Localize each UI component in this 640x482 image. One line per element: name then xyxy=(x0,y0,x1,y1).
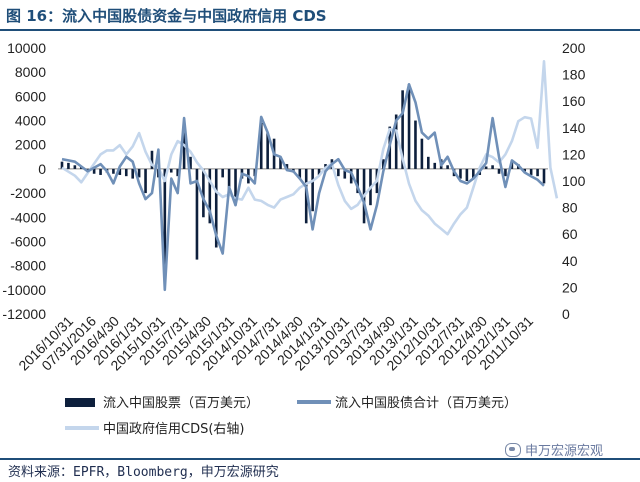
bar xyxy=(163,168,167,266)
bar xyxy=(279,156,282,169)
bar xyxy=(202,168,205,218)
title-divider xyxy=(0,29,640,31)
bar xyxy=(214,168,218,248)
bar xyxy=(118,168,122,175)
right-axis-tick-label: 0 xyxy=(562,306,570,322)
right-axis-tick-label: 200 xyxy=(562,40,586,56)
bar xyxy=(285,164,289,169)
bar xyxy=(472,168,475,179)
bar xyxy=(491,165,494,169)
bar xyxy=(99,168,102,175)
bar xyxy=(195,168,199,260)
right-axis-tick-label: 120 xyxy=(562,146,586,162)
cds-line xyxy=(61,59,559,236)
bar xyxy=(433,162,437,169)
left-axis-tick-label: -10000 xyxy=(2,282,46,298)
bar xyxy=(401,90,404,169)
bar xyxy=(227,168,231,194)
bar xyxy=(356,168,359,194)
left-axis-tick-label: 6000 xyxy=(15,88,46,104)
bar xyxy=(484,166,488,169)
left-axis-tick-label: -12000 xyxy=(2,306,46,322)
bar xyxy=(266,132,269,169)
right-axis-tick-label: 180 xyxy=(562,67,586,83)
bar xyxy=(497,168,501,174)
footer-divider xyxy=(0,458,640,460)
bar xyxy=(234,168,237,206)
bar xyxy=(259,122,263,169)
watermark: 申万宏源宏观 xyxy=(505,440,603,459)
left-axis-tick-label: 8000 xyxy=(15,64,46,80)
source-note: 资料来源：EPFR，Bloomberg，申万宏源研究 xyxy=(8,465,279,480)
legend-label: 流入中国股票（百万美元） xyxy=(103,396,259,411)
bar xyxy=(311,168,314,212)
bar xyxy=(504,168,507,177)
title-bar: 图 16：流入中国股债资金与中国政府信用 CDS xyxy=(0,0,640,31)
legend-label: 中国政府信用CDS(右轴) xyxy=(103,422,244,437)
right-axis-tick-label: 20 xyxy=(562,279,578,295)
figure-title: 图 16：流入中国股债资金与中国政府信用 CDS xyxy=(6,7,327,25)
bar xyxy=(337,168,340,177)
legend-label: 流入中国股债合计（百万美元） xyxy=(335,396,517,411)
right-axis-tick-label: 140 xyxy=(562,120,586,136)
bar xyxy=(189,156,192,169)
bar xyxy=(446,165,449,169)
bar xyxy=(150,150,154,169)
left-axis-tick-label: -8000 xyxy=(10,258,46,274)
bar xyxy=(427,156,430,169)
bar xyxy=(536,168,539,177)
watermark-text: 申万宏源宏观 xyxy=(525,444,604,459)
bar xyxy=(420,138,424,169)
right-axis-tick-label: 60 xyxy=(562,226,578,242)
left-axis-tick-label: 10000 xyxy=(7,40,46,56)
bar xyxy=(176,168,179,177)
right-axis-tick-label: 160 xyxy=(562,93,586,109)
right-axis-tick-label: 80 xyxy=(562,200,578,216)
bar xyxy=(208,168,212,224)
bar xyxy=(459,168,462,179)
left-axis-tick-label: -6000 xyxy=(10,233,46,249)
bar xyxy=(298,168,302,179)
bar xyxy=(382,159,385,169)
left-axis-tick-label: 2000 xyxy=(15,137,46,153)
bar xyxy=(542,168,546,184)
bar xyxy=(60,161,64,169)
bar xyxy=(343,168,347,179)
bar xyxy=(529,168,533,175)
right-axis-tick-label: 40 xyxy=(562,253,578,269)
bar xyxy=(112,168,115,174)
bar xyxy=(349,168,353,184)
bar xyxy=(73,165,77,169)
bar xyxy=(407,84,411,169)
right-axis-tick-label: 100 xyxy=(562,173,586,189)
bar xyxy=(304,168,308,224)
bar xyxy=(131,168,134,179)
bar xyxy=(221,168,224,178)
left-axis-tick-label: 4000 xyxy=(15,113,46,129)
left-axis-tick-label: 0 xyxy=(38,161,46,177)
bar xyxy=(137,168,141,178)
bar xyxy=(523,168,527,172)
bar xyxy=(465,168,469,181)
flow-total-line xyxy=(61,83,545,292)
bar xyxy=(92,168,96,174)
bar xyxy=(67,162,70,169)
legend-swatch-bars xyxy=(65,398,95,407)
wechat-icon xyxy=(505,442,521,457)
left-axis-tick-label: -4000 xyxy=(10,209,46,225)
bar xyxy=(144,168,147,194)
bar xyxy=(394,114,398,169)
left-axis-tick-label: -2000 xyxy=(10,185,46,201)
bar xyxy=(317,168,321,175)
bar xyxy=(124,168,128,177)
bar xyxy=(169,168,173,173)
bar xyxy=(414,120,417,169)
